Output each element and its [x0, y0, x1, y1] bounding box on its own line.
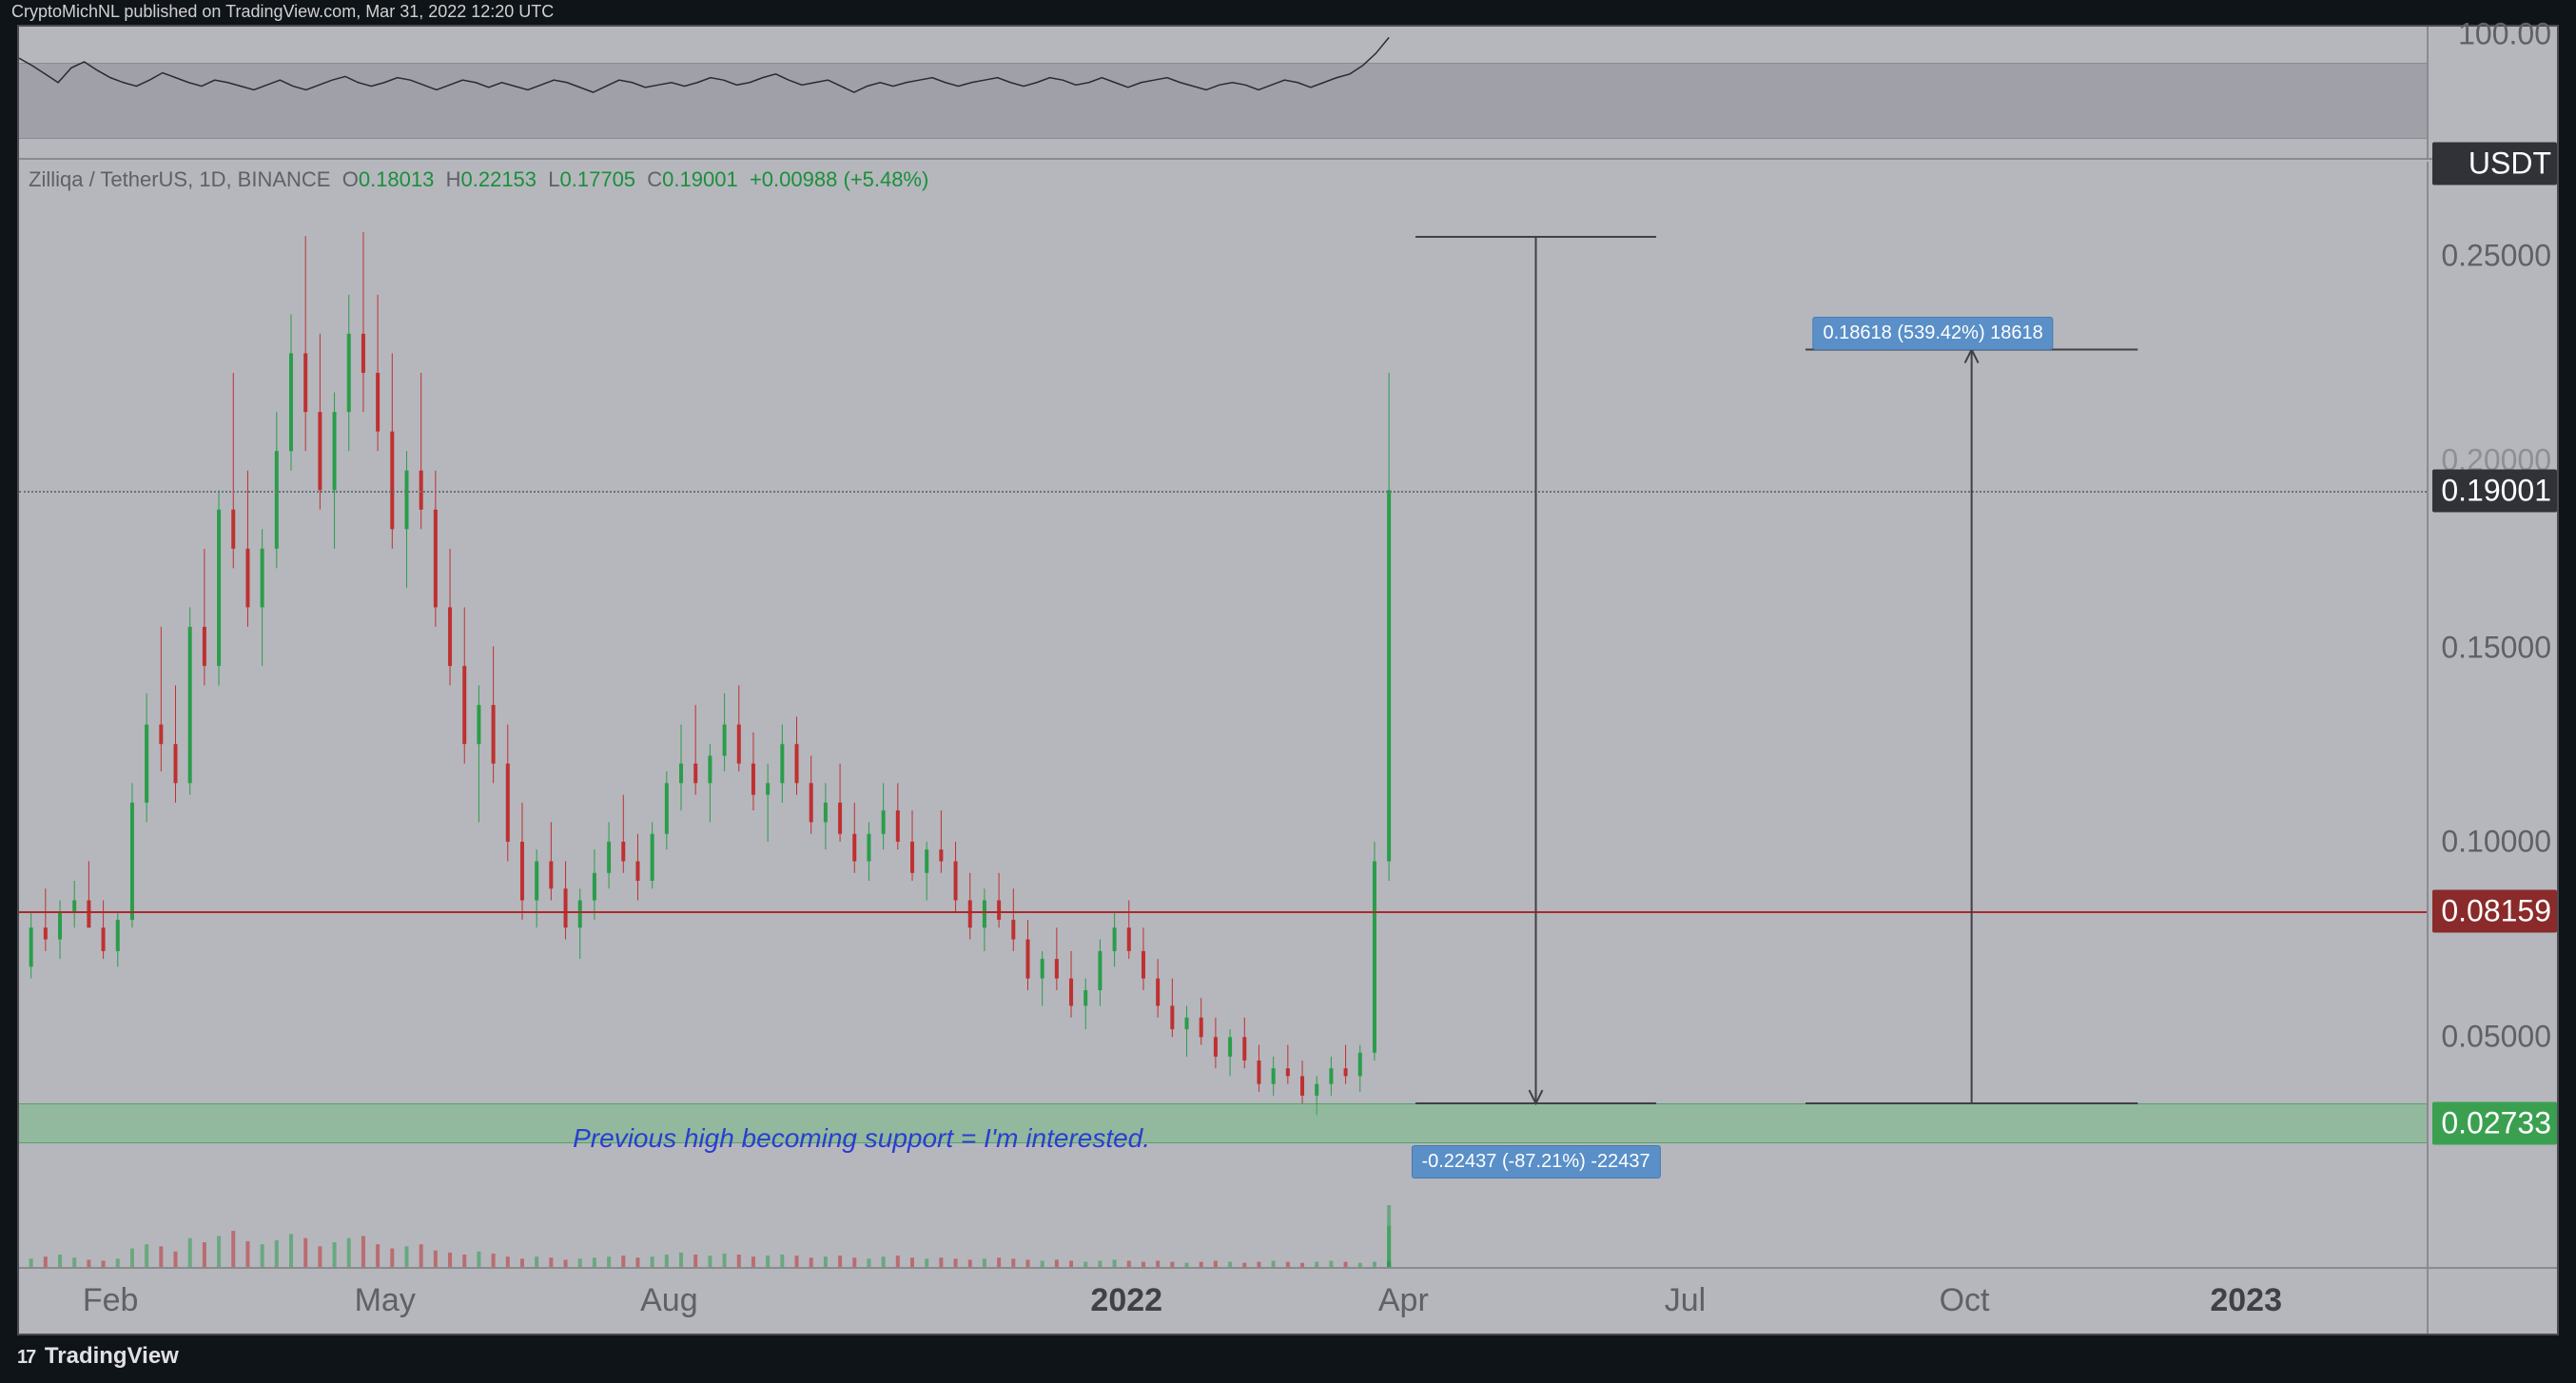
time-tick: May [355, 1282, 416, 1319]
chart-frame: 100.00 USDT 0.250000.200000.150000.10000… [17, 25, 2559, 1335]
indicator-panel[interactable] [19, 27, 2427, 160]
time-tick: 2023 [2210, 1282, 2282, 1319]
publish-text: CryptoMichNL published on TradingView.co… [11, 2, 554, 21]
indicator-tick-100: 100.00 [2458, 17, 2551, 52]
tv-logo-icon: 17 [17, 1347, 34, 1368]
time-tick: Apr [1378, 1282, 1429, 1319]
support-zone[interactable] [19, 1103, 2427, 1143]
time-tick: 2022 [1090, 1282, 1162, 1319]
measure-label[interactable]: 0.18618 (539.42%) 18618 [1812, 317, 2053, 350]
price-tick: 0.05000 [2441, 1020, 2551, 1055]
legend-open: 0.18013 [359, 167, 435, 191]
publish-header: CryptoMichNL published on TradingView.co… [0, 0, 2576, 23]
indicator-axis: 100.00 [2427, 27, 2557, 160]
chart-legend: Zilliqa / TetherUS, 1D, BINANCE O0.18013… [29, 167, 928, 192]
volume-bars [19, 1200, 2427, 1267]
quote-label: USDT [2432, 143, 2557, 185]
legend-high: 0.22153 [461, 167, 537, 191]
price-tag: 0.08159 [2432, 889, 2557, 932]
axis-corner [2427, 1267, 2557, 1334]
time-tick: Feb [83, 1282, 139, 1319]
time-tick: Oct [1940, 1282, 1990, 1319]
time-tick: Jul [1665, 1282, 1706, 1319]
annotation-text[interactable]: Previous high becoming support = I'm int… [573, 1123, 1150, 1154]
candlestick-series [19, 162, 2427, 1267]
price-tick: 0.10000 [2441, 824, 2551, 859]
price-tag: 0.02733 [2432, 1101, 2557, 1144]
time-tick: Aug [640, 1282, 698, 1319]
reference-line-red [19, 911, 2427, 913]
measure-label[interactable]: -0.22437 (-87.21%) -22437 [1411, 1145, 1660, 1178]
tradingview-watermark: 17 TradingView [17, 1343, 179, 1370]
last-price-line [19, 491, 2427, 493]
price-tag: 0.19001 [2432, 470, 2557, 513]
legend-close: 0.19001 [662, 167, 738, 191]
price-tick: 0.25000 [2441, 238, 2551, 273]
legend-pair: Zilliqa / TetherUS, 1D, BINANCE [29, 167, 330, 191]
volume-strip [19, 1200, 2427, 1267]
legend-low: 0.17705 [560, 167, 636, 191]
price-panel[interactable]: Zilliqa / TetherUS, 1D, BINANCE O0.18013… [19, 162, 2427, 1267]
legend-change-abs: +0.00988 [750, 167, 837, 191]
time-axis[interactable]: Feb May Aug 2022 Apr Jul Oct 2023 [19, 1267, 2427, 1334]
price-tick: 0.15000 [2441, 631, 2551, 666]
price-axis[interactable]: USDT 0.250000.200000.150000.100000.05000… [2427, 162, 2557, 1267]
tv-logo-text: TradingView [45, 1343, 179, 1369]
indicator-line [19, 27, 2427, 158]
legend-change-pct: (+5.48%) [843, 167, 928, 191]
